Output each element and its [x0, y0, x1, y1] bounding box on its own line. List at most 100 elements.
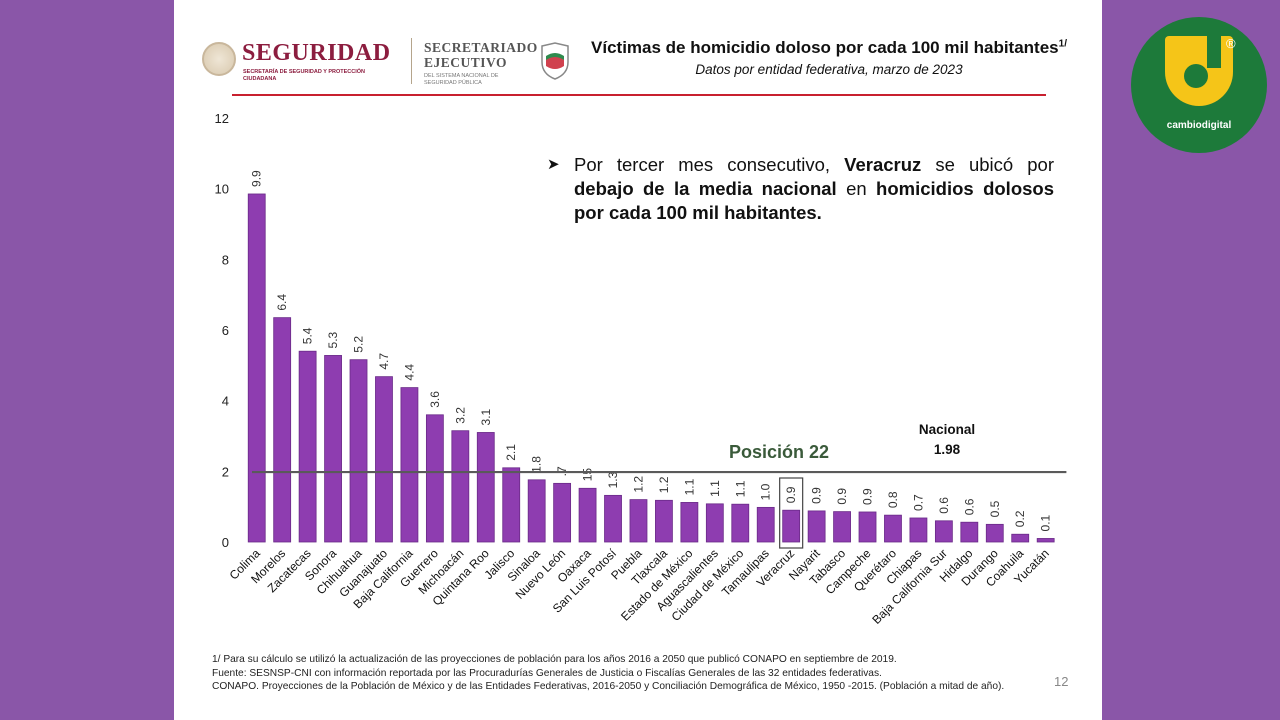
nacional-label: Nacional: [918, 422, 976, 437]
seguridad-title: SEGURIDAD: [242, 40, 391, 66]
cambiodigital-mark-hole: [1184, 64, 1208, 88]
bar-chart: 0246810129.9Colima6.4Morelos5.4Zacatecas…: [215, 111, 1067, 627]
bar: [502, 467, 521, 543]
bar: [604, 494, 622, 543]
data-label: 0.9: [835, 488, 849, 505]
bar: [655, 499, 673, 543]
data-label: 0.2: [1013, 510, 1027, 527]
bullet-text: ➤ Por tercer mes consecutivo, Veracruz s…: [547, 154, 1054, 223]
y-tick-label: 2: [222, 464, 229, 479]
bar: [629, 499, 648, 543]
seguridad-logo: SEGURIDAD SECRETARÍA DE SEGURIDAD Y PROT…: [202, 40, 402, 86]
bar: [298, 350, 317, 543]
bar: [349, 359, 368, 543]
bar: [858, 511, 877, 543]
bar: [375, 376, 393, 543]
cambiodigital-mark-notch: [1207, 36, 1221, 68]
data-label: 0.8: [886, 491, 900, 508]
bar: [909, 517, 928, 543]
y-tick-label: 8: [222, 252, 229, 267]
header-divider: [232, 94, 1046, 96]
bar: [782, 509, 801, 543]
data-label: 2.1: [504, 444, 518, 461]
data-label: 1.1: [733, 480, 747, 497]
shield-icon: [541, 42, 569, 80]
bar: [476, 432, 495, 543]
bar: [985, 523, 1004, 543]
bar: [807, 510, 826, 543]
bar: [934, 520, 953, 543]
bar: [1011, 533, 1030, 543]
bar: [527, 479, 546, 543]
data-label: 0.9: [861, 488, 875, 505]
footnote-1: 1/ Para su cálculo se utilizó la actuali…: [212, 654, 897, 665]
nacional-value: 1.98: [933, 442, 961, 457]
bar: [578, 487, 597, 543]
footnote-3: CONAPO. Proyecciones de la Población de …: [212, 681, 1005, 692]
data-label: 0.9: [784, 486, 798, 503]
data-label: 1.2: [657, 476, 671, 493]
data-label: 15: [581, 468, 595, 482]
data-label: 6.4: [275, 294, 289, 311]
secretariado-title-2: EJECUTIVO: [424, 55, 507, 70]
footnote-2: Fuente: SESNSP-CNI con información repor…: [212, 667, 882, 679]
data-label: 5.2: [352, 336, 366, 353]
data-label: 5.3: [326, 331, 340, 348]
bar: [756, 506, 775, 543]
data-label: 1.8: [530, 456, 544, 473]
posicion-label: Posición 22: [728, 442, 830, 462]
bar: [731, 503, 750, 543]
secretariado-logo: SECRETARIADO EJECUTIVO DEL SISTEMA NACIO…: [424, 40, 544, 86]
slide: SEGURIDAD SECRETARÍA DE SEGURIDAD Y PROT…: [174, 0, 1102, 720]
data-label: 0.6: [962, 498, 976, 515]
seguridad-subtitle: SECRETARÍA DE SEGURIDAD Y PROTECCIÓN CIU…: [243, 69, 366, 82]
bar: [247, 193, 266, 543]
bar: [705, 503, 724, 543]
y-tick-label: 12: [215, 111, 229, 126]
data-label: 1.1: [708, 480, 722, 497]
bar: [1036, 538, 1055, 543]
data-label: 4.7: [377, 353, 391, 370]
arrow-bullet-icon: ➤: [547, 156, 560, 173]
data-label: 0.5: [988, 500, 1002, 517]
data-label: 0.7: [911, 494, 925, 511]
bar: [553, 482, 572, 543]
bar: [680, 502, 699, 543]
data-label: 9.9: [250, 170, 264, 187]
y-tick-label: 4: [222, 394, 229, 409]
bar: [324, 355, 342, 543]
nacional-annotation: Nacional 1.98: [902, 420, 992, 460]
data-label: 3.6: [428, 391, 442, 408]
bar: [400, 387, 419, 543]
cambiodigital-text: cambiodigital: [1166, 120, 1232, 131]
y-tick-label: 0: [222, 535, 229, 550]
data-label: 4.4: [402, 364, 416, 381]
bar: [425, 414, 444, 543]
chart-subtitle: Datos por entidad federativa, marzo de 2…: [695, 62, 963, 77]
page-number: 12: [1054, 674, 1069, 689]
logo-divider: [411, 38, 412, 84]
data-label: 5.4: [301, 327, 315, 344]
registered-icon: ®: [1226, 36, 1236, 51]
bar: [960, 521, 979, 543]
data-label: 3.2: [453, 407, 467, 424]
secretariado-subtitle: DEL SISTEMA NACIONAL DE SEGURIDAD PÚBLIC…: [424, 73, 499, 86]
data-label: 1.0: [759, 483, 773, 500]
data-label: 0.9: [810, 487, 824, 504]
highlight-box: [779, 477, 804, 549]
bar: [884, 514, 902, 543]
bar: [833, 511, 851, 543]
bar: [273, 317, 292, 543]
footnotes: 1/ Para su cálculo se utilizó la actuali…: [212, 653, 1072, 694]
data-label: 3.1: [479, 408, 493, 425]
data-label: 1.1: [682, 478, 696, 495]
y-tick-label: 6: [222, 323, 229, 338]
y-tick-label: 10: [215, 182, 229, 197]
secretariado-title-1: SECRETARIADO: [424, 40, 538, 55]
data-label: 0.6: [937, 497, 951, 514]
chart-title: Víctimas de homicidio doloso por cada 10…: [591, 38, 1067, 57]
coat-of-arms-icon: [202, 42, 236, 76]
data-label: 1.2: [631, 476, 645, 493]
data-label: 1.3: [606, 471, 620, 488]
data-label: 0.1: [1039, 514, 1053, 531]
